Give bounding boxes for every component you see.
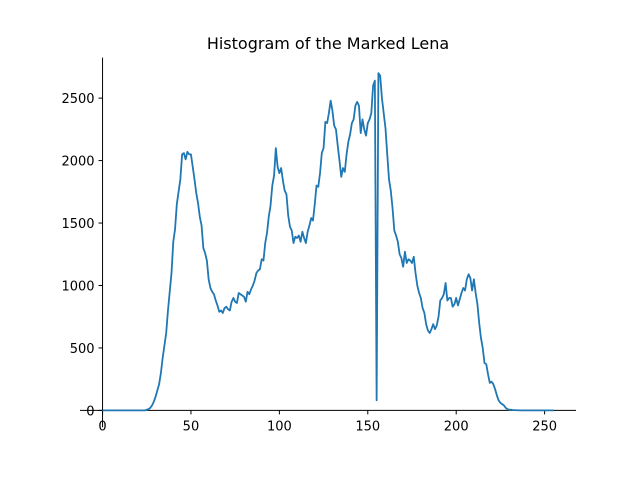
chart-title: Histogram of the Marked Lena xyxy=(207,34,449,53)
y-tick-label: 500 xyxy=(70,342,95,357)
x-tick-label: 150 xyxy=(355,419,380,434)
y-tick-label: 2000 xyxy=(61,155,94,170)
y-tick-label: 2500 xyxy=(61,92,94,107)
x-tick-label: 50 xyxy=(183,419,200,434)
x-tick-label: 200 xyxy=(444,419,469,434)
y-tick-label: 0 xyxy=(86,404,94,419)
data-line xyxy=(102,72,554,412)
x-tick-label: 250 xyxy=(532,419,557,434)
y-tick-label: 1000 xyxy=(61,279,94,294)
y-tick-label: 1500 xyxy=(61,217,94,232)
x-tick-label: 100 xyxy=(267,419,292,434)
x-tick-label: 0 xyxy=(98,419,106,434)
